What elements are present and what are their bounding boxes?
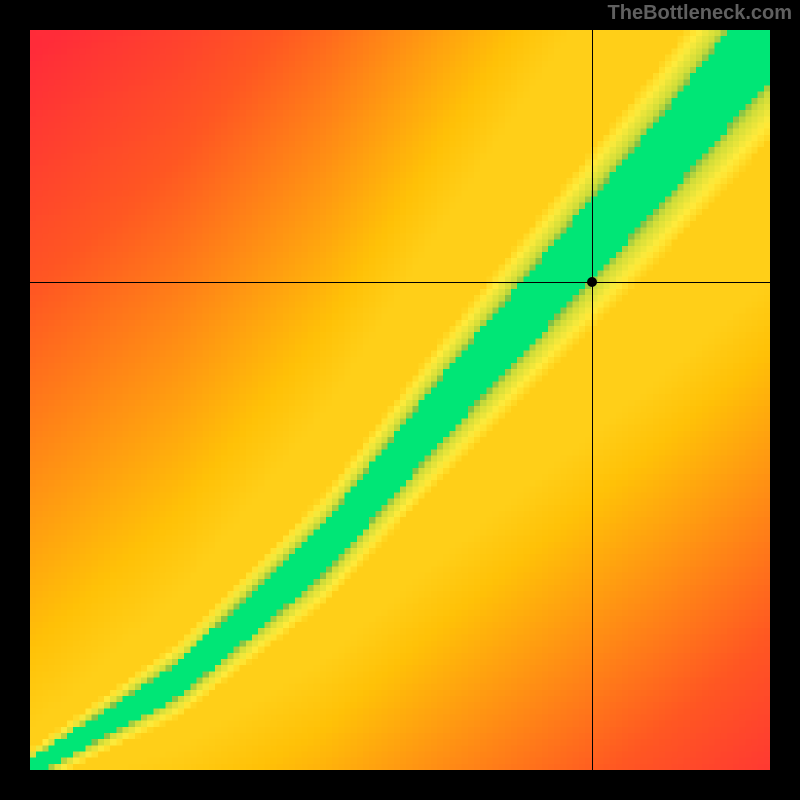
crosshair-vertical [592,30,593,770]
heatmap-canvas [30,30,770,770]
attribution-text: TheBottleneck.com [608,2,792,25]
crosshair-horizontal [30,282,770,283]
marker-point [587,277,597,287]
chart-container: TheBottleneck.com [0,0,800,800]
heatmap-plot [30,30,770,770]
